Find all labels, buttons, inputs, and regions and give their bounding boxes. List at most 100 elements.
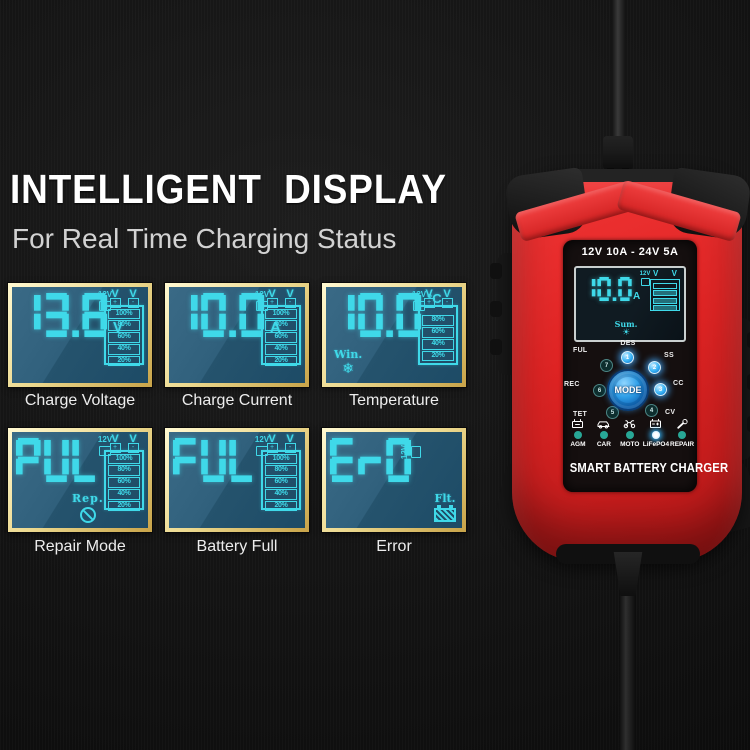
lcd-panel-charge-current: A 12V + - 100%80%60%40%20% [165,283,309,387]
battery-gauge-row: 20% [265,355,297,367]
mode-indicator-dot [625,431,634,439]
battery-gauge-row: 20% [108,355,140,367]
dial-label-ss: SS [664,352,674,359]
unit-label: A [633,291,641,302]
battery-gauge-row: 40% [108,343,140,355]
mode-label: CAR [596,441,611,448]
terminal-polarity: + [109,298,121,308]
panel-label: Error [376,538,412,555]
lcd-readout: A [173,293,281,337]
seven-segment-display [330,293,425,337]
dial-dot-2: 2 [648,361,661,374]
dial-dot-7: 7 [600,359,613,372]
gauge-bar [653,290,677,296]
agm-battery-icon [571,418,584,429]
grip-tab [490,263,502,279]
battery-gauge-rows: 100% 80% 60% 40% 20% [104,305,144,367]
product-name: SMART BATTERY CHARGER [569,461,729,475]
battery-gauge-row: 40% [265,488,297,500]
corner-voltage-label: 12V [97,290,113,299]
terminal-polarity: + [266,443,278,453]
battery-gauge-row: 80% [265,465,297,476]
terminal-polarity: - [441,298,453,308]
battery-clamps-icon: + - [104,290,144,308]
terminal-polarity: - [284,298,296,308]
battery-gauge-rows: 100% 80% 60% 40% 20% [104,450,144,512]
terminal-polarity: + [266,298,278,308]
mode-selector-dial: DES SS CC CV TET REC FUL 1 2 3 4 5 6 7 M… [563,240,697,492]
battery-gauge: + - 100%80%60%40%20% [261,290,301,367]
dial-dot-1: 1 [621,351,634,364]
unit-label: V [113,319,124,336]
repair-indicator: Rep. [72,492,104,523]
lcd-readout [16,438,100,482]
battery-gauge-rows [650,279,680,311]
panel-label: Temperature [349,392,439,409]
battery-gauge-row: 60% [265,332,297,343]
lcd-readout: V [16,293,123,337]
battery-gauge-row: 60% [108,332,140,343]
lcd-panel-temperature: °C 12V + - 80%60%40%20% Win. ❄ [322,283,466,387]
battery-gauge-row: 20% [265,500,297,512]
mode-repair: REPAIR [669,418,695,448]
gauge-bar [653,297,677,304]
snowflake-icon: ❄ [342,361,354,377]
seven-segment-display [582,277,634,301]
seven-segment-display [16,438,100,482]
seven-segment-display [330,438,414,482]
dial-dot-3: 3 [654,383,667,396]
car-icon [597,418,610,429]
battery-gauge-row: 100% [108,308,140,320]
battery-gauge [650,270,680,311]
battery-gauge-row: 20% [422,350,454,362]
battery-gauge-row: 100% [265,453,297,465]
summer-mode-indicator: Sum. ☀ [606,319,646,338]
battery-gauge-row: 60% [265,477,297,488]
subheadline: For Real Time Charging Status [12,223,397,254]
battery-gauge: + - 100%80%60%40%20% [104,435,144,512]
mode-label: LiFePO4 [642,441,670,448]
panel-label: Battery Full [196,538,278,555]
lcd-readout: °C [330,291,442,337]
grip-tab [490,301,502,317]
battery-gauge-row: 100% [108,453,140,465]
dial-dot-4: 4 [645,404,658,417]
dial-dot-5: 5 [606,406,619,419]
battery-clamps-icon: + - [261,290,301,308]
grip-tab [747,332,750,348]
corner-voltage-label: 12V [97,435,113,444]
mode-agm: AGM [565,418,591,448]
fault-label: Flt. [434,492,456,505]
corner-voltage-label: 12V [254,290,270,299]
fault-indicator: Flt. [434,492,456,522]
mode-button: MODE [607,369,649,411]
battery-gauge-row: 100% [265,308,297,320]
lcd-readout [330,438,414,482]
battery-symbol-icon [640,278,650,286]
corner-voltage-label: 12V [254,435,270,444]
battery-gauge-row: 60% [422,327,454,338]
battery-gauge-rows: 100% 80% 60% 40% 20% [261,305,301,367]
cable-connector [603,136,633,174]
lcd-panel-repair-mode: 12V + - 100%80%60%40%20% Rep. [8,428,152,532]
battery-gauge: + - 100%80%60%40%20% [261,435,301,512]
dial-label-cc: CC [673,380,684,387]
terminal-polarity: + [109,443,121,453]
mode-indicator-dot [651,431,660,439]
winter-mode-indicator: Win. ❄ [334,348,362,377]
seven-segment-display [173,293,268,337]
unit-label: A [270,319,281,336]
terminal-polarity: - [284,443,296,453]
terminal-polarity: - [127,298,139,308]
battery-gauge-row: 40% [108,488,140,500]
seven-segment-display [16,293,111,337]
battery-gauge: + - 80%60%40%20% [418,290,458,365]
repair-label: Rep. [72,492,104,505]
battery-gauge-row: 80% [265,320,297,331]
rating-label: 12V 10A - 24V 5A [581,246,679,258]
power-cable-top [612,0,625,150]
mode-label: AGM [570,441,586,448]
battery-gauge-row: 80% [422,315,454,327]
